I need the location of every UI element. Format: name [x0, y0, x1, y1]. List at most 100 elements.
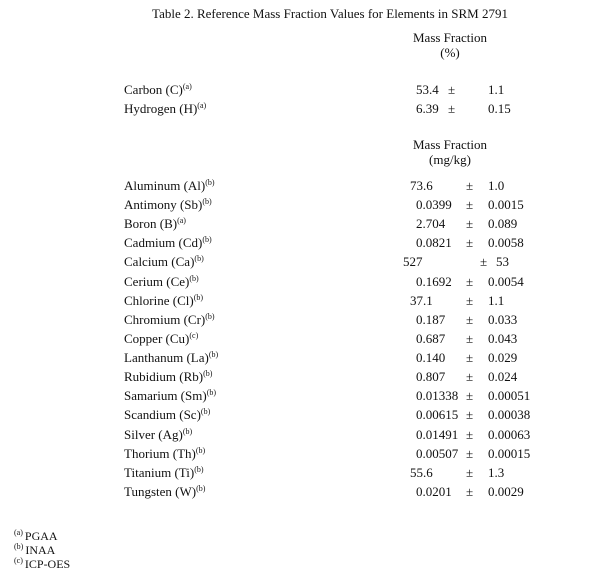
- plus-minus: ±: [466, 464, 474, 480]
- element-name: Lanthanum (La)(b): [124, 350, 218, 366]
- element-label: Copper (Cu): [124, 330, 190, 346]
- value: 0.00507: [416, 445, 459, 461]
- element-name: Copper (Cu)(c): [124, 331, 198, 347]
- element-label: Thorium (Th): [124, 445, 196, 461]
- column-header: (mg/kg): [429, 152, 471, 167]
- table-title: Table 2. Reference Mass Fraction Values …: [152, 6, 508, 21]
- plus-minus: ±: [466, 330, 474, 346]
- footnote-ref: (b): [205, 178, 215, 187]
- footnote-ref: (b): [205, 311, 215, 321]
- element-label: Cerium (Ce): [124, 273, 190, 289]
- uncertainty: 0.089: [488, 216, 518, 232]
- element-name: Thorium (Th)(b): [124, 446, 205, 462]
- plus-minus: ±: [466, 197, 474, 213]
- plus-minus: ±: [480, 254, 488, 270]
- element-name: Chromium (Cr)(b): [124, 312, 215, 328]
- plus-minus: ±: [466, 369, 474, 385]
- footnote-ref: (b): [203, 369, 213, 379]
- value: 0.140: [416, 350, 446, 366]
- element-label: Hydrogen (H): [124, 101, 198, 116]
- plus-minus: ±: [466, 216, 474, 232]
- element-label: Cadmium (Cd): [124, 235, 203, 251]
- uncertainty: 0.15: [488, 101, 511, 116]
- uncertainty: 1.1: [488, 82, 505, 97]
- element-label: Carbon (C): [124, 82, 183, 97]
- element-label: Samarium (Sm): [124, 388, 207, 404]
- footnote-ref: (a): [197, 101, 207, 110]
- value: 0.0821: [416, 235, 452, 251]
- footnote-ref: (b): [182, 426, 193, 436]
- footnote-mark: (c): [14, 556, 23, 565]
- uncertainty: 0.033: [488, 311, 518, 327]
- value: 0.807: [416, 369, 446, 385]
- element-label: Chromium (Cr): [124, 311, 206, 327]
- element-name: Calcium (Ca)(b): [124, 254, 204, 270]
- footnote-ref: (b): [189, 273, 199, 283]
- value: 6.39: [416, 101, 439, 116]
- footnote-ref: (b): [200, 407, 211, 417]
- plus-minus: ±: [466, 388, 474, 404]
- element-name: Titanium (Ti)(b): [124, 465, 204, 481]
- uncertainty: 1.0: [488, 178, 505, 193]
- value: 0.0399: [416, 197, 452, 213]
- uncertainty: 0.024: [488, 369, 518, 385]
- value: 0.1692: [416, 273, 452, 289]
- footnote-text: ICP-OES: [24, 557, 71, 571]
- uncertainty: 0.00063: [488, 426, 531, 442]
- element-label: Scandium (Sc): [124, 407, 201, 423]
- footnote-ref: (b): [194, 464, 204, 474]
- element-name: Carbon (C)(a): [124, 82, 192, 98]
- element-name: Tungsten (W)(b): [124, 484, 205, 500]
- uncertainty: 53: [496, 254, 509, 270]
- element-name: Chlorine (Cl)(b): [124, 293, 203, 309]
- uncertainty: 0.00038: [488, 407, 531, 423]
- uncertainty: 0.0015: [488, 197, 524, 213]
- plus-minus: ±: [466, 178, 474, 193]
- value: 0.687: [416, 330, 446, 346]
- uncertainty: 0.029: [488, 350, 518, 366]
- plus-minus: ±: [448, 101, 456, 116]
- element-name: Hydrogen (H)(a): [124, 101, 206, 117]
- plus-minus: ±: [448, 82, 456, 97]
- uncertainty: 1.1: [488, 292, 505, 308]
- plus-minus: ±: [466, 426, 474, 442]
- plus-minus: ±: [466, 445, 474, 461]
- element-name: Antimony (Sb)(b): [124, 197, 212, 213]
- element-name: Boron (B)(a): [124, 216, 186, 232]
- element-name: Samarium (Sm)(b): [124, 388, 216, 404]
- plus-minus: ±: [466, 292, 474, 308]
- plus-minus: ±: [466, 350, 474, 366]
- column-header: Mass Fraction: [412, 30, 488, 45]
- uncertainty: 0.043: [488, 330, 518, 346]
- element-label: Silver (Ag): [124, 426, 183, 442]
- footnote-mark: (b): [14, 542, 24, 551]
- uncertainty: 0.00015: [488, 445, 531, 461]
- uncertainty: 0.0054: [488, 273, 524, 289]
- plus-minus: ±: [466, 407, 474, 423]
- element-label: Rubidium (Rb): [124, 369, 204, 385]
- element-name: Rubidium (Rb)(b): [124, 369, 212, 385]
- element-label: Calcium (Ca): [124, 254, 195, 270]
- plus-minus: ±: [466, 235, 474, 251]
- value: 2.704: [416, 216, 446, 232]
- footnote-ref: (b): [195, 445, 206, 455]
- uncertainty: 0.0058: [488, 235, 524, 251]
- element-label: Titanium (Ti): [124, 464, 195, 480]
- uncertainty: 0.00051: [488, 388, 531, 404]
- element-name: Aluminum (Al)(b): [124, 178, 215, 194]
- footnote-ref: (b): [193, 292, 204, 302]
- value: 55.6: [410, 464, 433, 480]
- element-label: Boron (B): [124, 216, 178, 232]
- footnote-ref: (a): [177, 216, 186, 226]
- column-header: (%): [440, 45, 460, 60]
- value: 0.0201: [416, 483, 452, 499]
- footnote-ref: (b): [196, 483, 206, 493]
- footnote: (b) INAA: [14, 542, 55, 558]
- plus-minus: ±: [466, 483, 474, 499]
- plus-minus: ±: [466, 311, 474, 327]
- uncertainty: 1.3: [488, 464, 505, 480]
- footnote-ref: (b): [206, 388, 217, 398]
- value: 0.187: [416, 311, 446, 327]
- element-label: Lanthanum (La): [124, 350, 209, 366]
- footnote-ref: (c): [189, 330, 199, 340]
